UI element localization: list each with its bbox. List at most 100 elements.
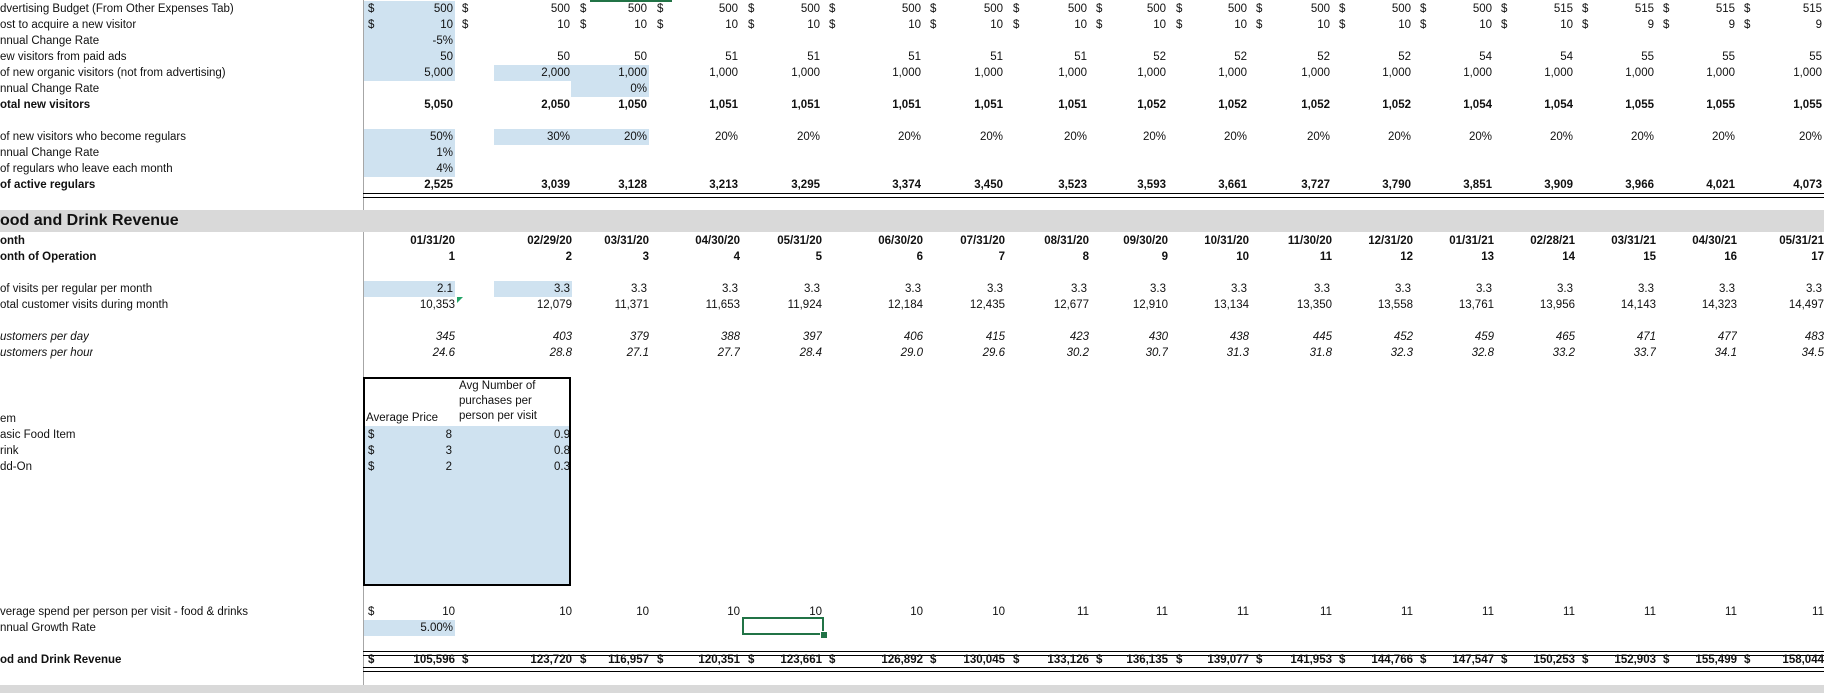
visits-cell[interactable]: 3.3: [494, 281, 572, 297]
avg-spend-cell[interactable]: 10: [636, 606, 649, 618]
per-hour-cell[interactable]: 30.7: [1145, 347, 1168, 359]
total-visits-cell[interactable]: 11,924: [787, 299, 822, 311]
total-visits-cell[interactable]: 14,323: [1701, 299, 1737, 311]
visits-cell[interactable]: 2.1: [364, 281, 455, 297]
avg-spend-cell[interactable]: 10: [992, 606, 1005, 618]
avg-spend-cell[interactable]: 11: [1644, 606, 1656, 618]
visits-cell[interactable]: 3.3: [722, 283, 738, 295]
data-cell[interactable]: 3,727: [1301, 179, 1330, 191]
data-cell[interactable]: 3,128: [618, 179, 647, 191]
data-cell[interactable]: 10: [1234, 19, 1247, 31]
data-cell[interactable]: 52: [1234, 51, 1247, 63]
data-cell[interactable]: 20%: [1223, 131, 1247, 143]
data-cell[interactable]: 515: [1802, 3, 1822, 15]
data-cell[interactable]: 2,050: [541, 99, 570, 111]
per-hour-cell[interactable]: 27.1: [626, 347, 649, 359]
total-visits-cell[interactable]: 13,134: [1213, 299, 1249, 311]
per-day-cell[interactable]: 397: [802, 331, 822, 343]
avg-spend-cell[interactable]: 11: [1401, 606, 1413, 618]
per-hour-cell[interactable]: 34.1: [1714, 347, 1737, 359]
item-purchases[interactable]: 0.8: [554, 445, 570, 457]
per-hour-cell[interactable]: 31.3: [1226, 347, 1249, 359]
data-cell[interactable]: 10: [1479, 19, 1492, 31]
total-visits-cell[interactable]: 12,677: [1053, 299, 1089, 311]
data-cell[interactable]: 5,000: [364, 65, 455, 81]
data-cell[interactable]: 1,055: [1706, 99, 1735, 111]
revenue-cell[interactable]: 123,720: [530, 654, 572, 666]
data-cell[interactable]: 1%: [364, 145, 455, 161]
per-hour-cell[interactable]: 32.3: [1390, 347, 1413, 359]
data-cell[interactable]: 500: [627, 3, 647, 15]
per-day-cell[interactable]: 388: [720, 331, 740, 343]
revenue-cell[interactable]: 136,135: [1126, 654, 1168, 666]
per-day-cell[interactable]: 483: [1804, 331, 1824, 343]
visits-cell[interactable]: 3.3: [1395, 283, 1411, 295]
data-cell[interactable]: 1,051: [1058, 99, 1087, 111]
data-cell[interactable]: 1,000: [1793, 67, 1822, 79]
avg-spend-cell[interactable]: 11: [1077, 606, 1089, 618]
per-hour-cell[interactable]: 33.2: [1552, 347, 1575, 359]
visits-cell[interactable]: 3.3: [804, 283, 820, 295]
data-cell[interactable]: 4%: [364, 161, 455, 177]
per-day-cell[interactable]: 465: [1555, 331, 1575, 343]
revenue-cell[interactable]: 105,596: [413, 654, 455, 666]
revenue-cell[interactable]: 116,957: [608, 654, 649, 666]
data-cell[interactable]: 1,000: [974, 67, 1003, 79]
item-purchases[interactable]: 0.9: [554, 429, 570, 441]
data-cell[interactable]: 500: [1146, 3, 1166, 15]
fill-handle[interactable]: [820, 631, 828, 639]
visits-cell[interactable]: 3.3: [1719, 283, 1735, 295]
data-cell[interactable]: 1,051: [709, 99, 738, 111]
total-visits-cell[interactable]: 10,353: [419, 299, 455, 311]
data-cell[interactable]: 51: [990, 51, 1003, 63]
total-visits-cell[interactable]: 11,371: [614, 299, 649, 311]
data-cell[interactable]: 500: [1472, 3, 1492, 15]
data-cell[interactable]: 50: [364, 49, 455, 65]
item-price[interactable]: 2: [445, 461, 452, 473]
data-cell[interactable]: 515: [1553, 3, 1573, 15]
data-cell[interactable]: 500: [364, 1, 455, 17]
per-day-cell[interactable]: 459: [1474, 331, 1494, 343]
total-visits-cell[interactable]: 11,653: [705, 299, 740, 311]
data-cell[interactable]: 20%: [1387, 131, 1411, 143]
visits-cell[interactable]: 3.3: [1476, 283, 1492, 295]
data-cell[interactable]: 1,055: [1793, 99, 1822, 111]
data-cell[interactable]: 5,050: [424, 99, 453, 111]
data-cell[interactable]: 500: [800, 3, 820, 15]
revenue-cell[interactable]: 155,499: [1695, 654, 1737, 666]
data-cell[interactable]: 20%: [1142, 131, 1166, 143]
data-cell[interactable]: 10: [557, 19, 570, 31]
revenue-cell[interactable]: 126,892: [881, 654, 923, 666]
data-cell[interactable]: 30%: [494, 129, 572, 145]
data-cell[interactable]: 4,073: [1793, 179, 1822, 191]
data-cell[interactable]: 20%: [897, 131, 921, 143]
data-cell[interactable]: 1,000: [892, 67, 921, 79]
data-cell[interactable]: 55: [1809, 51, 1822, 63]
avg-spend-cell[interactable]: 10: [559, 606, 572, 618]
total-visits-cell[interactable]: 13,350: [1296, 299, 1332, 311]
per-day-cell[interactable]: 403: [552, 331, 572, 343]
items-input-area[interactable]: [365, 426, 569, 584]
data-cell[interactable]: 10: [1317, 19, 1330, 31]
visits-cell[interactable]: 3.3: [1231, 283, 1247, 295]
visits-cell[interactable]: 3.3: [987, 283, 1003, 295]
data-cell[interactable]: 3,374: [892, 179, 921, 191]
data-cell[interactable]: 51: [725, 51, 738, 63]
revenue-cell[interactable]: 141,953: [1290, 654, 1332, 666]
data-cell[interactable]: 1,000: [1218, 67, 1247, 79]
data-cell[interactable]: 20%: [571, 129, 649, 145]
data-cell[interactable]: 50: [557, 51, 570, 63]
data-cell[interactable]: 20%: [1798, 131, 1822, 143]
data-cell[interactable]: 10: [1074, 19, 1087, 31]
data-cell[interactable]: 1,052: [1137, 99, 1166, 111]
per-hour-cell[interactable]: 30.2: [1066, 347, 1089, 359]
data-cell[interactable]: 1,000: [1382, 67, 1411, 79]
data-cell[interactable]: 500: [550, 3, 570, 15]
avg-spend-cell[interactable]: 11: [1563, 606, 1575, 618]
revenue-cell[interactable]: 158,044: [1782, 654, 1824, 666]
visits-cell[interactable]: 3.3: [1806, 283, 1822, 295]
revenue-cell[interactable]: 130,045: [963, 654, 1005, 666]
data-cell[interactable]: 2,525: [424, 179, 453, 191]
avg-spend-cell[interactable]: 10: [910, 606, 923, 618]
data-cell[interactable]: 3,851: [1463, 179, 1492, 191]
